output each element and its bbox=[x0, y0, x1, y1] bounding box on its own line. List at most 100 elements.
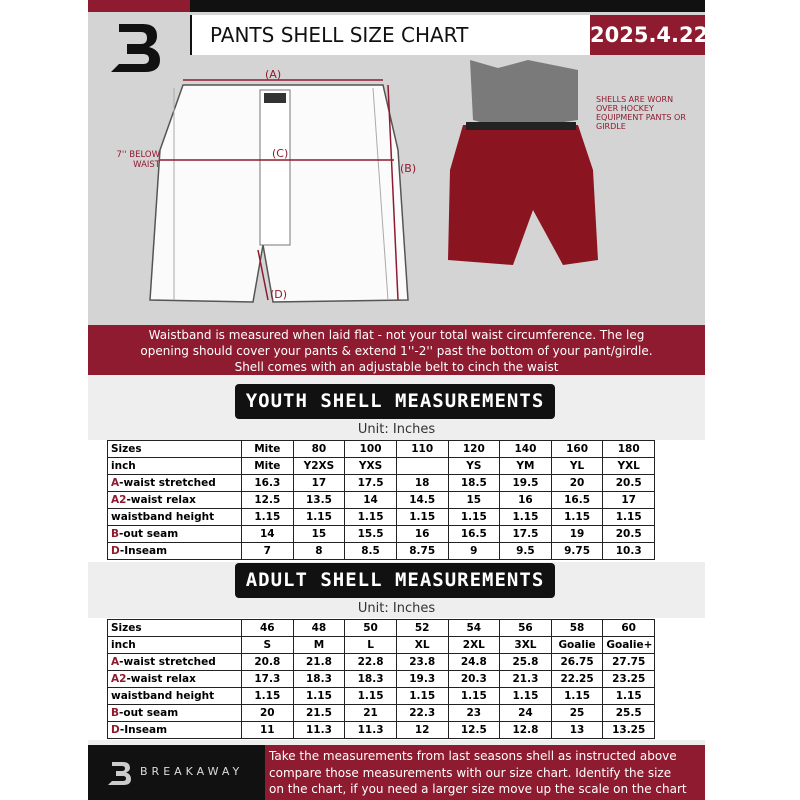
label-b: (B) bbox=[400, 162, 417, 175]
cell: 1.15 bbox=[292, 687, 346, 705]
cell: 17.3 bbox=[241, 670, 294, 688]
table-row: inch S M L XL 2XL 3XL Goalie Goalie+ bbox=[107, 636, 655, 654]
row-label: Sizes bbox=[107, 440, 242, 458]
note: SHELLS ARE WORN OVER HOCKEY EQUIPMENT PA… bbox=[596, 95, 686, 131]
cell: Goalie bbox=[550, 636, 604, 654]
cell: 27.75 bbox=[602, 653, 655, 671]
table-row: B-out seam 20 21.5 21 22.3 23 24 25 25.5 bbox=[107, 704, 655, 722]
row-label: waistband height bbox=[107, 687, 242, 705]
row-label-text: -out seam bbox=[119, 707, 179, 719]
row-label-text: Sizes bbox=[111, 443, 142, 455]
cell: 15 bbox=[447, 491, 501, 509]
cell bbox=[395, 457, 449, 475]
cell: 19.5 bbox=[499, 474, 552, 492]
footer-line: Take the measurements from last seasons … bbox=[269, 749, 677, 763]
cell: 12.5 bbox=[447, 721, 501, 739]
cell: 21.5 bbox=[292, 704, 346, 722]
adult-unit: Unit: Inches bbox=[357, 601, 436, 616]
cell: 19.3 bbox=[395, 670, 449, 688]
row-label: B-out seam bbox=[107, 704, 242, 722]
cell: 13.25 bbox=[602, 721, 655, 739]
cell: 20 bbox=[241, 704, 294, 722]
footer-logo bbox=[108, 762, 131, 785]
table-row: Sizes Mite 80 100 110 120 140 160 180 bbox=[107, 440, 655, 458]
row-label-text: waistband height bbox=[111, 511, 215, 523]
footer-text: Take the measurements from last seasons … bbox=[265, 745, 705, 800]
cell: 11.3 bbox=[292, 721, 346, 739]
cell: YL bbox=[550, 457, 604, 475]
cell: 17 bbox=[602, 491, 655, 509]
cell: 26.75 bbox=[550, 653, 604, 671]
cell: 100 bbox=[344, 440, 397, 458]
top-strip bbox=[88, 0, 705, 12]
cell: 1.15 bbox=[602, 508, 655, 526]
table-row: A-waist stretched 20.8 21.8 22.8 23.8 24.8 25.… bbox=[107, 653, 655, 671]
cell: 1.15 bbox=[499, 508, 552, 526]
cell: 10.3 bbox=[602, 542, 655, 560]
cell: M bbox=[292, 636, 346, 654]
table-row: A2-waist relax 12.5 13.5 14 14.5 15 16 16.5 17 bbox=[107, 491, 655, 509]
banner-line: opening should cover your pants & extend… bbox=[140, 344, 653, 358]
row-label: A2-waist relax bbox=[107, 670, 242, 688]
cell: 1.15 bbox=[447, 687, 501, 705]
cell: 1.15 bbox=[499, 687, 552, 705]
youth-title: YOUTH SHELL MEASUREMENTS bbox=[235, 384, 555, 419]
row-label: D-Inseam bbox=[107, 542, 242, 560]
cell: 23.25 bbox=[602, 670, 655, 688]
cell: 18.5 bbox=[447, 474, 501, 492]
cell: 140 bbox=[499, 440, 552, 458]
cell: 20.3 bbox=[447, 670, 501, 688]
cell: YXL bbox=[602, 457, 655, 475]
cell: YXS bbox=[344, 457, 397, 475]
cell: YS bbox=[447, 457, 501, 475]
cell: 160 bbox=[550, 440, 604, 458]
banner: Waistband is measured when laid flat - n… bbox=[88, 325, 705, 377]
cell: 7 bbox=[241, 542, 294, 560]
cell: 80 bbox=[292, 440, 346, 458]
cell: 15.5 bbox=[344, 525, 397, 543]
row-label-text: -Inseam bbox=[119, 545, 168, 557]
cell: 58 bbox=[550, 619, 604, 637]
cell: 8.5 bbox=[344, 542, 397, 560]
row-label: Sizes bbox=[107, 619, 242, 637]
cell: 21.8 bbox=[292, 653, 346, 671]
cell: 21.3 bbox=[499, 670, 552, 688]
cell: 1.15 bbox=[550, 687, 604, 705]
cell: 20 bbox=[550, 474, 604, 492]
cell: 22.8 bbox=[344, 653, 397, 671]
row-label-text: -Inseam bbox=[119, 724, 168, 736]
cell: S bbox=[241, 636, 294, 654]
cell: 17.5 bbox=[344, 474, 397, 492]
row-label: waistband height bbox=[107, 508, 242, 526]
cell: Y2XS bbox=[292, 457, 346, 475]
cell: 21 bbox=[344, 704, 397, 722]
row-key: B bbox=[111, 707, 120, 719]
label-c: (C) bbox=[272, 147, 289, 160]
cell: 46 bbox=[241, 619, 294, 637]
row-label: B-out seam bbox=[107, 525, 242, 543]
cell: 1.15 bbox=[550, 508, 604, 526]
footer-line: compare those measurements with our size… bbox=[269, 765, 672, 780]
cell: 16 bbox=[395, 525, 449, 543]
cell: 20.8 bbox=[241, 653, 294, 671]
cell: 15 bbox=[292, 525, 346, 543]
row-label-text: -waist relax bbox=[126, 494, 196, 506]
cell: 12 bbox=[395, 721, 449, 739]
row-key: A2 bbox=[111, 673, 127, 685]
cell: 20.5 bbox=[602, 525, 655, 543]
cell: 14 bbox=[241, 525, 294, 543]
banner-line: Shell comes with an adjustable belt to c… bbox=[234, 360, 559, 374]
brand: BREAKAWAY bbox=[140, 765, 244, 778]
cell: 9.5 bbox=[499, 542, 552, 560]
youth-unit: Unit: Inches bbox=[357, 422, 436, 437]
row-label: A-waist stretched bbox=[107, 474, 242, 492]
cell: 1.15 bbox=[602, 687, 655, 705]
cell: 8.75 bbox=[395, 542, 449, 560]
row-label-text: -waist relax bbox=[126, 673, 196, 685]
cell: 16 bbox=[499, 491, 552, 509]
cell: 25 bbox=[550, 704, 604, 722]
cell: 48 bbox=[292, 619, 346, 637]
table-row: inch Mite Y2XS YXS YS YM YL YXL bbox=[107, 457, 655, 475]
cell: 20.5 bbox=[602, 474, 655, 492]
